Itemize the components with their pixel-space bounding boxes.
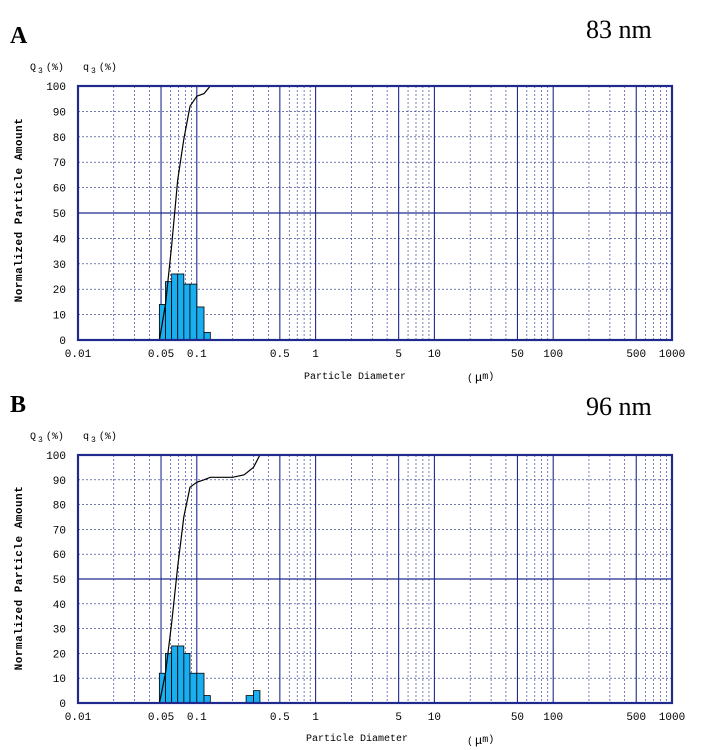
y-tick-label: 70 — [53, 158, 66, 170]
y-tick-label: 50 — [53, 209, 66, 221]
y-tick-label: 20 — [53, 649, 66, 661]
histogram-bar — [177, 273, 185, 341]
q-header: Q 3 (%) q 3 (%) — [30, 62, 117, 76]
histogram-bar — [177, 645, 185, 704]
histogram-bar — [165, 653, 173, 704]
histogram-bar — [203, 695, 211, 704]
chart-panel-b: B 96 nm Q 3 (%) q 3 (%) Normalized Particle A… — [10, 392, 685, 748]
histogram-bar — [203, 331, 211, 341]
y-tick-label: 0 — [59, 699, 66, 711]
x-tick-label: 100 — [543, 349, 563, 361]
x-tick-label: 500 — [626, 712, 646, 724]
x-tick-label: 1 — [312, 712, 319, 724]
x-tick-label: 0.5 — [270, 349, 290, 361]
histogram-bar — [189, 672, 198, 704]
plot-border — [76, 453, 674, 705]
y-tick-label: 90 — [53, 107, 66, 119]
y-tick-label: 100 — [46, 451, 66, 463]
y-tick-label: 100 — [46, 82, 66, 94]
y-tick-label: 80 — [53, 501, 66, 513]
x-tick-label: 10 — [428, 349, 441, 361]
y-tick-label: 10 — [53, 674, 66, 686]
x-axis-unit: (μm) — [467, 734, 494, 748]
plot-frame — [76, 453, 674, 705]
y-tick-label: 50 — [53, 575, 66, 587]
histogram-bar — [245, 695, 254, 704]
histogram-bar — [196, 672, 205, 704]
plot-frame — [76, 84, 674, 342]
x-tick-label: 1 — [312, 349, 319, 361]
x-tick-label: 0.01 — [65, 712, 92, 724]
histogram-bar — [171, 645, 179, 704]
x-axis-unit: (μm) — [467, 371, 494, 385]
x-tick-labels: 0.01 0.05 0.1 0.5 1 5 10 50 100 500 1000 — [65, 712, 685, 724]
x-tick-label: 0.05 — [148, 712, 174, 724]
cumulative-line — [142, 454, 269, 704]
x-tick-label: 50 — [511, 712, 524, 724]
y-axis-label: Normalized Particle Amount — [14, 118, 26, 303]
cumulative-curve — [149, 85, 218, 341]
q-header: Q 3 (%) q 3 (%) — [30, 431, 117, 445]
x-axis-label: Particle Diameter — [304, 371, 406, 383]
y-tick-label: 80 — [53, 133, 66, 145]
x-tick-label: 0.5 — [270, 712, 290, 724]
panel-letter: B — [10, 392, 26, 418]
x-tick-label: 0.05 — [148, 349, 174, 361]
histogram-bar — [183, 653, 191, 704]
histogram-bar — [253, 690, 261, 704]
y-tick-label: 60 — [53, 184, 66, 196]
x-tick-label: 1000 — [659, 349, 685, 361]
size-label: 83 nm — [586, 15, 652, 44]
x-tick-label: 50 — [511, 349, 524, 361]
x-tick-label: 100 — [543, 712, 563, 724]
x-tick-label: 5 — [395, 349, 402, 361]
y-tick-labels: 0 10 20 30 40 50 60 70 80 90 100 — [46, 451, 66, 711]
chart-panel-a: A 83 nm Q 3 (%) q 3 (%) Normalized Particle A… — [10, 15, 685, 385]
histogram-bar — [171, 273, 179, 341]
y-axis-label: Normalized Particle Amount — [14, 486, 26, 671]
cumulative-curve — [142, 454, 269, 704]
x-tick-label: 0.1 — [187, 349, 207, 361]
histogram-bar — [196, 306, 205, 341]
y-tick-label: 30 — [53, 260, 66, 272]
x-tick-label: 1000 — [659, 712, 685, 724]
x-tick-label: 500 — [626, 349, 646, 361]
grid — [78, 455, 672, 703]
y-tick-label: 90 — [53, 476, 66, 488]
y-tick-label: 0 — [59, 336, 66, 348]
x-tick-label: 5 — [395, 712, 402, 724]
y-tick-labels: 0 10 20 30 40 50 60 70 80 90 100 — [46, 82, 66, 348]
grid — [78, 86, 672, 340]
size-label: 96 nm — [586, 392, 652, 421]
x-tick-label: 0.01 — [65, 349, 92, 361]
histogram-bars — [158, 645, 261, 704]
y-tick-label: 70 — [53, 525, 66, 537]
y-tick-label: 10 — [53, 311, 66, 323]
histogram-bars — [158, 273, 211, 341]
y-tick-label: 30 — [53, 625, 66, 637]
x-tick-label: 0.1 — [187, 712, 207, 724]
plot-border — [76, 84, 674, 342]
y-tick-label: 40 — [53, 600, 66, 612]
x-tick-labels: 0.01 0.05 0.1 0.5 1 5 10 50 100 500 1000 — [65, 349, 685, 361]
x-axis-label: Particle Diameter — [306, 733, 408, 745]
y-tick-label: 20 — [53, 285, 66, 297]
panel-letter: A — [10, 23, 28, 49]
x-tick-label: 10 — [428, 712, 441, 724]
histogram-bar — [183, 283, 191, 341]
y-tick-label: 40 — [53, 234, 66, 246]
y-tick-label: 60 — [53, 550, 66, 562]
histogram-bar — [189, 283, 198, 341]
cumulative-line — [149, 85, 218, 341]
